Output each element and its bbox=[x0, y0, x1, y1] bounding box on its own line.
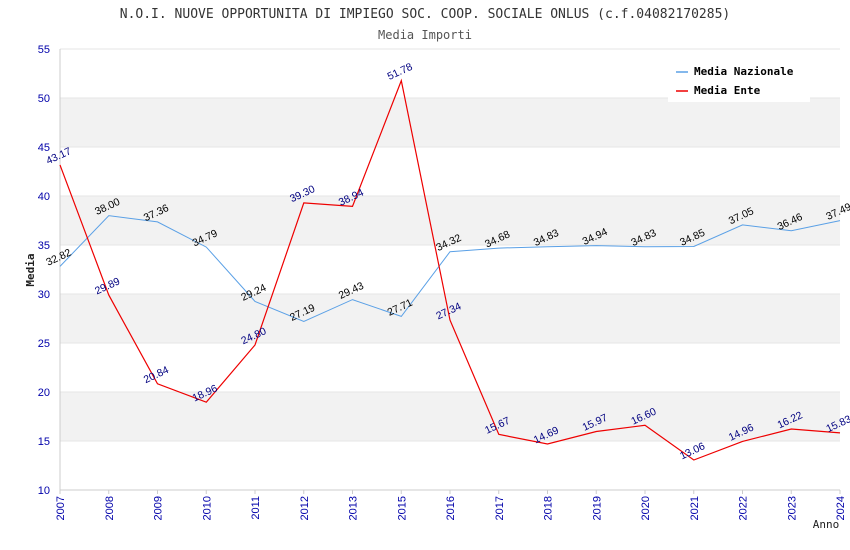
grid-band bbox=[60, 196, 840, 245]
x-tick-label: 2013 bbox=[348, 496, 360, 520]
y-axis-title: Media bbox=[24, 253, 37, 286]
y-tick-label: 30 bbox=[38, 289, 50, 301]
x-tick-label: 2017 bbox=[494, 496, 506, 520]
series-line-1 bbox=[59, 78, 841, 461]
y-tick-label: 10 bbox=[38, 485, 50, 497]
legend: Media Nazionale Media Ente bbox=[668, 58, 810, 102]
x-tick-label: 2020 bbox=[640, 496, 652, 520]
y-tick-label: 40 bbox=[38, 191, 50, 203]
y-tick-label: 45 bbox=[38, 142, 50, 154]
grid-band bbox=[60, 343, 840, 392]
grid-band bbox=[60, 441, 840, 490]
y-tick-label: 25 bbox=[38, 338, 50, 350]
chart-title: N.O.I. NUOVE OPPORTUNITA DI IMPIEGO SOC.… bbox=[120, 7, 730, 22]
x-tick-label: 2008 bbox=[104, 496, 116, 520]
x-tick-label: 2021 bbox=[689, 496, 701, 520]
legend-label-nazionale: Media Nazionale bbox=[694, 65, 794, 78]
y-tick-label: 50 bbox=[38, 93, 50, 105]
x-tick-label: 2015 bbox=[396, 496, 408, 520]
y-tick-label: 15 bbox=[38, 436, 50, 448]
x-tick-label: 2009 bbox=[153, 496, 165, 520]
grid-band bbox=[60, 392, 840, 441]
x-tick-label: 2023 bbox=[786, 496, 798, 520]
x-tick-label: 2024 bbox=[835, 496, 847, 520]
x-tick-label: 2019 bbox=[591, 496, 603, 520]
grid-band bbox=[60, 147, 840, 196]
x-tick-label: 2022 bbox=[738, 496, 750, 520]
series-line-0 bbox=[59, 215, 841, 323]
y-axis-ticks: 10 15 20 25 30 35 40 45 50 55 bbox=[38, 44, 50, 497]
x-tick-label: 2016 bbox=[445, 496, 457, 520]
grid-bands bbox=[60, 48, 840, 491]
chart-subtitle: Media Importi bbox=[378, 28, 472, 42]
y-tick-label: 35 bbox=[38, 240, 50, 252]
legend-label-ente: Media Ente bbox=[694, 84, 761, 97]
y-tick-label: 20 bbox=[38, 387, 50, 399]
x-tick-label: 2007 bbox=[55, 496, 67, 520]
x-tick-label: 2012 bbox=[299, 496, 311, 520]
x-tick-label: 2018 bbox=[543, 496, 555, 520]
x-tick-label: 2011 bbox=[250, 496, 262, 520]
x-tick-label: 2010 bbox=[201, 496, 213, 520]
grid-band bbox=[60, 98, 840, 147]
x-axis-ticks: 2007 2008 2009 2010 2011 2012 2013 2015 2016 2017… bbox=[55, 490, 847, 520]
series-lines bbox=[59, 78, 841, 461]
y-tick-label: 55 bbox=[38, 44, 50, 56]
grid-band bbox=[60, 245, 840, 294]
x-axis-title: Anno bbox=[813, 518, 840, 531]
legend-box bbox=[668, 58, 810, 102]
